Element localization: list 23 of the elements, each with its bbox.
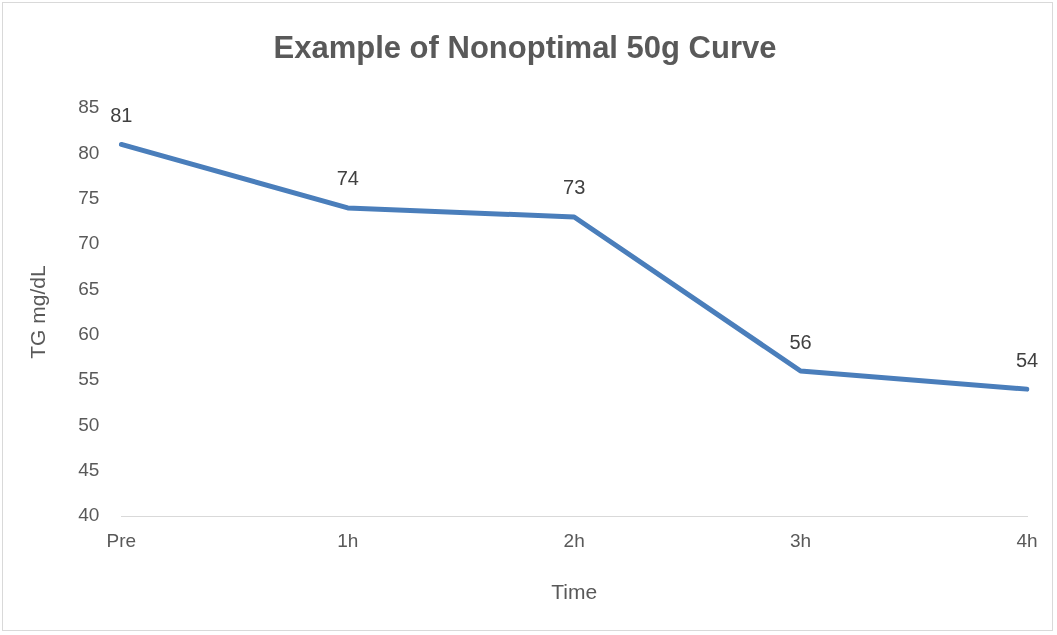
data-label: 74	[336, 167, 359, 190]
x-tick-label: 1h	[337, 529, 359, 551]
y-tick-label: 60	[78, 322, 100, 344]
data-label: 54	[1015, 348, 1039, 371]
y-tick-label: 85	[78, 96, 100, 118]
y-tick-label: 80	[78, 141, 100, 163]
x-tick-label: 3h	[790, 529, 812, 551]
y-tick-label: 55	[78, 368, 100, 390]
x-axis-title: Time	[551, 580, 598, 604]
x-tick-label: Pre	[106, 529, 137, 551]
y-tick-label: 75	[78, 187, 100, 209]
chart-title: Example of Nonoptimal 50g Curve	[273, 30, 777, 66]
y-tick-label: 50	[78, 413, 100, 435]
data-label: 56	[789, 330, 812, 353]
x-tick-label: 4h	[1016, 529, 1038, 551]
data-label: 73	[563, 176, 586, 199]
data-label: 81	[110, 103, 133, 126]
y-axis-title: TG mg/dL	[26, 265, 50, 359]
y-tick-label: 65	[78, 277, 100, 299]
y-tick-label: 40	[78, 504, 100, 526]
y-tick-label: 45	[78, 458, 100, 480]
x-tick-label: 2h	[563, 529, 585, 551]
y-tick-label: 70	[78, 232, 100, 254]
